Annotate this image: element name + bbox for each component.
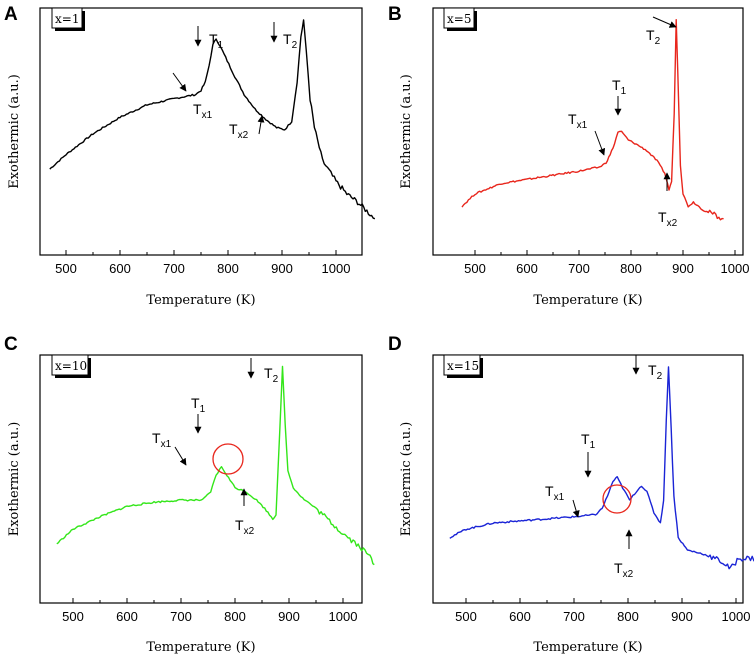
x-tick-label: 600 [516,261,538,276]
panel-letter: B [388,4,402,25]
annotation-tx2: Tx2 [229,121,249,141]
x-tick-label: 1000 [722,609,751,624]
x-tick-label: 500 [464,261,486,276]
x-tick-label: 700 [163,261,185,276]
x-tick-label: 900 [672,261,694,276]
series-line [49,19,376,220]
annotation-t1: T1 [581,431,596,451]
x-tick-label: 800 [617,609,639,624]
panel-d: 500 600 700 800 900 1000 Temperature (K) Exothe… [388,334,754,655]
highlight-circle [212,443,244,475]
panel-letter: A [4,4,18,25]
legend-label: x=10 [55,359,87,373]
x-tick-label: 800 [224,609,246,624]
x-tick-label: 800 [620,261,642,276]
y-axis-title: Exothermic (a.u.) [7,74,22,189]
legend-box [443,7,475,29]
panel-letter: C [4,334,18,355]
plot-frame [432,354,744,604]
x-tick-label: 600 [509,609,531,624]
annotation-arrow [572,499,580,518]
legend-label: x=15 [447,359,479,373]
x-tick-label: 1000 [329,609,358,624]
x-tick-label: 900 [671,609,693,624]
legend-label: x=5 [447,12,471,26]
annotation-tx1: Tx1 [545,483,565,503]
x-axis-title: Temperature (K) [533,640,642,655]
annotation-t2: T2 [648,362,663,382]
highlight-circle [602,484,632,514]
series-line [449,366,754,570]
annotation-t1: T1 [209,31,224,51]
annotation-t1: T1 [612,77,627,97]
plot-frame [39,354,363,604]
annotation-t2: T2 [283,31,298,51]
series-line [56,365,375,566]
y-axis-title: Exothermic (a.u.) [399,74,414,189]
x-tick-label: 600 [116,609,138,624]
annotation-t2: T2 [646,27,661,47]
annotation-tx2: Tx2 [235,517,255,537]
annotation-t2: T2 [264,365,279,385]
x-tick-label: 700 [568,261,590,276]
legend-box [51,354,89,376]
y-axis-title: Exothermic (a.u.) [7,422,22,537]
x-tick-label: 700 [170,609,192,624]
x-tick-label: 500 [55,261,77,276]
legend-label: x=1 [55,12,79,26]
x-tick-label: 700 [563,609,585,624]
annotation-tx1: Tx1 [568,111,588,131]
x-tick-label: 500 [62,609,84,624]
x-axis-title: Temperature (K) [533,293,642,308]
plot-frame [39,7,363,256]
plot-frame [432,7,744,256]
annotation-arrow [174,446,187,466]
annotation-tx1: Tx1 [193,101,213,121]
annotation-arrow [594,130,606,156]
annotation-arrow [172,72,187,92]
annotation-arrow [257,115,265,135]
x-tick-label: 500 [455,609,477,624]
annotation-tx2: Tx2 [658,209,678,229]
legend-box [443,354,481,376]
x-axis-title: Temperature (K) [146,640,255,655]
annotation-tx2: Tx2 [614,560,634,580]
annotation-arrow [652,16,677,28]
series-line [461,19,724,221]
panel-c: 500 600 700 800 900 1000 Temperature (K) Exothe… [4,334,375,655]
x-tick-label: 1000 [721,261,750,276]
x-tick-label: 1000 [322,261,351,276]
legend-box [51,7,83,29]
panel-letter: D [388,334,402,355]
annotation-tx1: Tx1 [152,430,172,450]
x-tick-label: 900 [271,261,293,276]
x-tick-label: 600 [109,261,131,276]
x-axis-title: Temperature (K) [146,293,255,308]
annotation-t1: T1 [191,395,206,415]
y-axis-title: Exothermic (a.u.) [399,422,414,537]
panel-a: 500 600 700 800 900 1000 Temperature (K) Exothe… [4,4,376,308]
x-tick-label: 900 [278,609,300,624]
x-tick-label: 800 [217,261,239,276]
panel-b: 500 600 700 800 900 1000 Temperature (K) Exothe… [388,4,749,308]
